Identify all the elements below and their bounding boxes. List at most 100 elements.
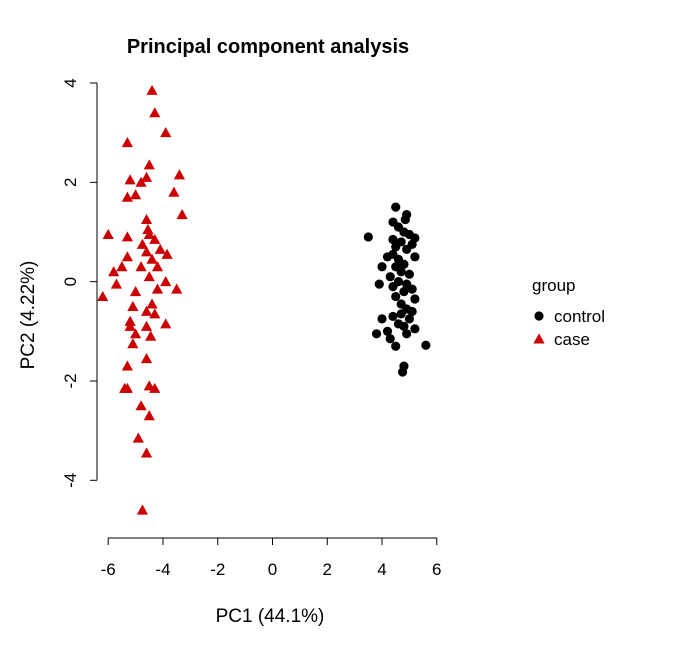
data-point <box>410 324 420 334</box>
y-tick-label: -2 <box>61 373 80 388</box>
data-point <box>145 330 157 341</box>
data-point <box>127 300 139 311</box>
data-point <box>124 174 136 185</box>
data-point <box>121 191 133 202</box>
data-point <box>168 186 180 197</box>
data-point <box>121 360 133 371</box>
data-point <box>404 314 415 324</box>
data-point <box>127 338 139 349</box>
data-point <box>121 251 133 262</box>
x-axis: -6 -4 -2 0 2 4 6 <box>101 537 442 579</box>
x-tick-label: 4 <box>377 560 386 579</box>
data-point <box>363 232 373 242</box>
data-point <box>143 271 155 282</box>
data-point <box>396 309 406 319</box>
data-point <box>140 447 153 458</box>
x-tick-label: 6 <box>432 560 441 579</box>
data-point <box>149 308 161 319</box>
chart-title: Principal component analysis <box>127 36 409 58</box>
data-point <box>161 248 173 259</box>
legend-marker-case <box>533 333 545 344</box>
data-point <box>160 318 172 329</box>
data-point <box>102 228 114 239</box>
data-point <box>396 267 406 277</box>
data-point <box>154 243 166 254</box>
data-point <box>160 127 172 138</box>
y-axis-label: PC2 (4.22%) <box>18 261 39 370</box>
data-point <box>149 382 161 393</box>
y-tick-label: 0 <box>61 277 80 286</box>
legend-marker-control <box>534 311 544 321</box>
data-point <box>407 306 417 317</box>
data-point <box>140 305 153 316</box>
y-tick-label: 4 <box>61 78 80 87</box>
data-point <box>388 282 398 292</box>
data-point <box>407 284 417 294</box>
data-point <box>399 259 409 269</box>
data-point <box>149 107 161 118</box>
data-point <box>410 294 420 304</box>
data-point <box>151 261 164 272</box>
data-point <box>382 252 393 262</box>
x-tick-label: -4 <box>155 560 170 579</box>
data-point <box>176 209 188 220</box>
data-point <box>146 84 158 95</box>
data-point <box>160 276 172 287</box>
data-point <box>129 328 142 339</box>
data-points <box>97 84 431 515</box>
legend-label-case: case <box>554 330 590 349</box>
data-point <box>132 432 144 443</box>
data-point <box>391 291 401 302</box>
data-point <box>140 171 153 182</box>
data-point <box>129 285 142 297</box>
data-point <box>140 213 153 225</box>
data-point <box>135 400 147 411</box>
data-point <box>385 272 395 282</box>
data-point <box>143 159 155 170</box>
data-point <box>173 169 186 180</box>
data-point <box>404 269 415 279</box>
data-point <box>143 228 155 239</box>
legend-title: group <box>532 276 575 295</box>
data-point <box>397 367 408 377</box>
data-point <box>151 283 164 294</box>
data-point <box>402 244 412 254</box>
data-point <box>146 253 158 264</box>
series-case <box>97 84 188 515</box>
data-point <box>136 238 149 249</box>
data-point <box>121 382 133 393</box>
x-axis-label: PC1 (44.1%) <box>216 606 325 627</box>
data-point <box>377 262 387 272</box>
data-point <box>143 410 155 421</box>
data-point <box>136 504 149 515</box>
data-point <box>124 320 136 331</box>
data-point <box>400 214 410 225</box>
x-tick-label: 2 <box>323 560 332 579</box>
data-point <box>391 202 401 212</box>
data-point <box>410 252 420 262</box>
y-tick-label: 2 <box>61 178 80 187</box>
data-point <box>140 353 153 364</box>
data-point <box>402 329 412 339</box>
data-point <box>382 326 393 336</box>
data-point <box>377 314 387 324</box>
data-point <box>135 261 147 272</box>
data-point <box>149 233 161 244</box>
data-point <box>421 340 431 350</box>
data-point <box>388 234 398 245</box>
legend: group control case <box>532 276 605 349</box>
x-tick-label: -2 <box>210 560 225 579</box>
data-point <box>140 320 153 331</box>
x-tick-label: 0 <box>268 560 277 579</box>
data-point <box>140 246 153 257</box>
x-tick-label: -6 <box>101 560 116 579</box>
data-point <box>385 334 395 344</box>
data-point <box>146 298 158 309</box>
data-point <box>399 321 409 331</box>
series-control <box>363 202 431 377</box>
legend-label-control: control <box>554 307 605 326</box>
y-tick-label: -4 <box>61 473 80 488</box>
data-point <box>110 278 123 289</box>
data-point <box>121 136 133 148</box>
